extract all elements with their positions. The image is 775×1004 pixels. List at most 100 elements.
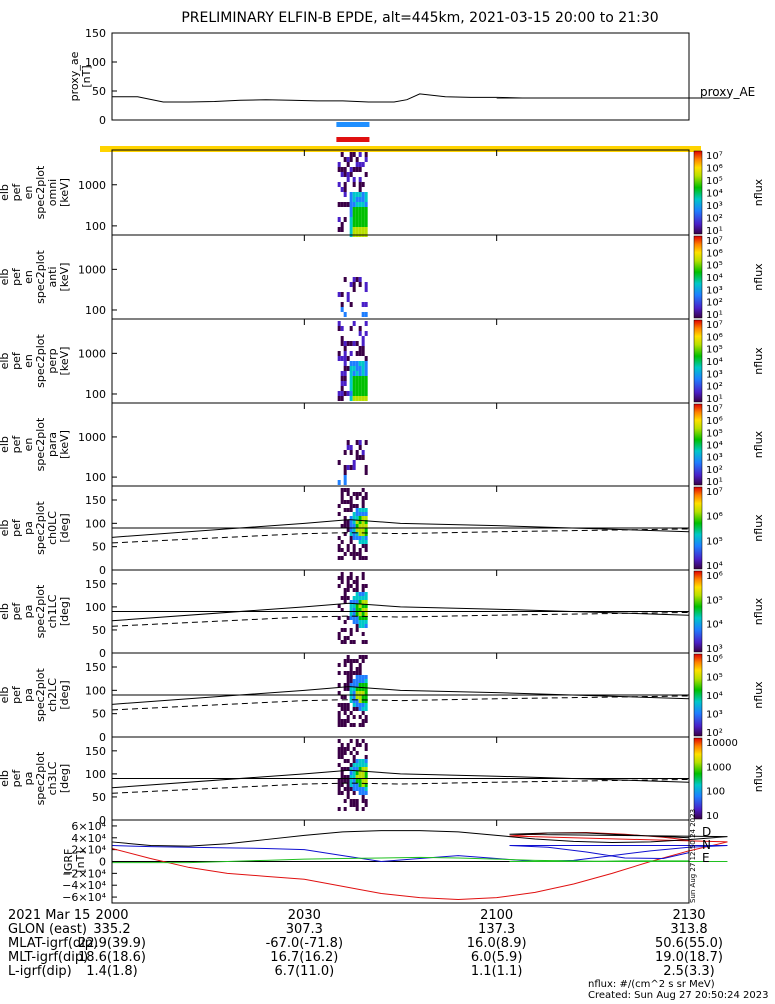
spectrogram-cell — [340, 500, 344, 504]
spectrogram-cell — [358, 346, 362, 351]
spectrogram-cell — [349, 632, 353, 636]
spectrogram-cell — [361, 524, 365, 528]
spectrogram-cell — [337, 616, 341, 620]
spectrogram-cell — [352, 715, 356, 719]
spectrogram-cell — [355, 675, 359, 679]
spectrogram-cell — [352, 620, 356, 624]
spectrogram-cell — [346, 675, 350, 679]
spectrogram-cell — [343, 391, 347, 396]
spectrogram-cell — [346, 783, 350, 787]
spectrogram-cell — [364, 496, 368, 500]
spectrogram-cell — [361, 687, 365, 691]
spectrogram-cell — [352, 465, 356, 470]
spectrogram-cell — [337, 202, 341, 207]
spectrogram-cell — [337, 556, 341, 560]
spectrogram-cell — [346, 548, 350, 552]
spectrogram-cell — [355, 277, 359, 282]
spectrogram-cell — [361, 775, 365, 779]
spectrogram-cell — [358, 671, 362, 675]
spectrogram-cell — [355, 371, 359, 376]
spectrogram-cell — [358, 779, 362, 783]
spectrogram-cell — [355, 608, 359, 612]
spectrogram-cell — [352, 536, 356, 540]
spectrogram-cell — [355, 192, 359, 197]
spectrogram-cell — [355, 771, 359, 775]
spectrogram-cell — [346, 683, 350, 687]
spectrogram-cell — [361, 616, 365, 620]
colorbar-label: nflux — [752, 514, 765, 542]
spectrogram-cell — [352, 556, 356, 560]
spectrogram-cell — [349, 302, 353, 307]
spectrogram-cell — [343, 520, 347, 524]
spectrogram-cell — [337, 703, 341, 707]
spectrogram-cell — [337, 162, 341, 167]
spectrogram-cell — [355, 588, 359, 592]
spectrogram-cell — [343, 341, 347, 346]
spectrogram-cell — [352, 287, 356, 292]
ylabel-line: en — [22, 354, 35, 368]
ytick-label: 100 — [85, 304, 106, 317]
spectrogram-cell — [349, 504, 353, 508]
spectrogram-cell — [340, 326, 344, 331]
spectrogram-cell — [361, 763, 365, 767]
spectrogram-cell — [358, 600, 362, 604]
colorbar-tick-label: 10⁴ — [706, 620, 723, 631]
spectrogram-cell — [340, 488, 344, 492]
spectrogram-cell — [346, 445, 350, 450]
colorbar-tick-label: 10000 — [706, 738, 738, 749]
spectrogram-cell — [361, 632, 365, 636]
science-zone-bar-red — [336, 137, 370, 142]
panel-energy-omni: elb pef en spec2plot omni [keV] 100010010⁷10⁶1… — [0, 149, 765, 237]
spectrogram-cell — [361, 532, 365, 536]
spectrogram-cell — [355, 699, 359, 703]
spectrogram-cell — [343, 707, 347, 711]
ylabel-line: ch3LC — [46, 761, 59, 795]
spectrogram-cell — [340, 747, 344, 751]
ylabel-line: pef — [10, 351, 23, 370]
spectrogram-cell — [346, 679, 350, 683]
spectrogram-cell — [352, 783, 356, 787]
spectrogram-cell — [364, 356, 368, 361]
spectrogram-cell — [349, 552, 353, 556]
spectrogram-cell — [346, 162, 350, 167]
spectrogram-cell — [358, 604, 362, 608]
spectrogram-cell — [364, 222, 368, 227]
spectrogram-cell — [337, 683, 341, 687]
ylabel-line: [keV] — [58, 263, 71, 292]
ylabel-line: en — [22, 438, 35, 452]
spectrogram-cell — [349, 799, 353, 803]
spectrogram-cell — [352, 202, 356, 207]
spectrogram-cell — [364, 687, 368, 691]
colorbar-tick-label: 100 — [706, 787, 725, 798]
spectrogram-cell — [349, 326, 353, 331]
spectrogram-cell — [343, 663, 347, 667]
spectrogram-cell — [340, 172, 344, 177]
spectrogram-cell — [340, 381, 344, 386]
spectrogram-cell — [358, 687, 362, 691]
spectrogram-cell — [364, 227, 368, 232]
spectrogram-cell — [337, 182, 341, 187]
colorbar-tick-label: 10⁵ — [706, 673, 723, 684]
spectrogram-cell — [337, 747, 341, 751]
footer-units: nflux: #/(cm^2 s sr MeV) — [588, 979, 715, 990]
colorbar-label: nflux — [752, 347, 765, 375]
spectrogram-cell — [355, 381, 359, 386]
colorbar-label: nflux — [752, 178, 765, 206]
ytick-label: 150 — [85, 661, 106, 674]
ylabel-line: spec2plot — [34, 250, 47, 304]
spectrogram-cell — [355, 763, 359, 767]
spectrogram-cell — [358, 331, 362, 336]
ytick-label: 150 — [85, 578, 106, 591]
spectrogram-cell — [364, 465, 368, 470]
spectrogram-cell — [349, 604, 353, 608]
spectrogram-cell — [349, 576, 353, 580]
ylabel-line: pef — [10, 685, 23, 704]
spectrogram-cell — [364, 172, 368, 177]
spectrogram-cell — [337, 356, 341, 361]
spectrogram-cell — [352, 321, 356, 326]
spectrogram-cell — [358, 217, 362, 222]
colorbar-tick-label: 10² — [706, 382, 723, 393]
spectrogram-cell — [352, 504, 356, 508]
spectrogram-cell — [355, 659, 359, 663]
spectrogram-cell — [364, 532, 368, 536]
